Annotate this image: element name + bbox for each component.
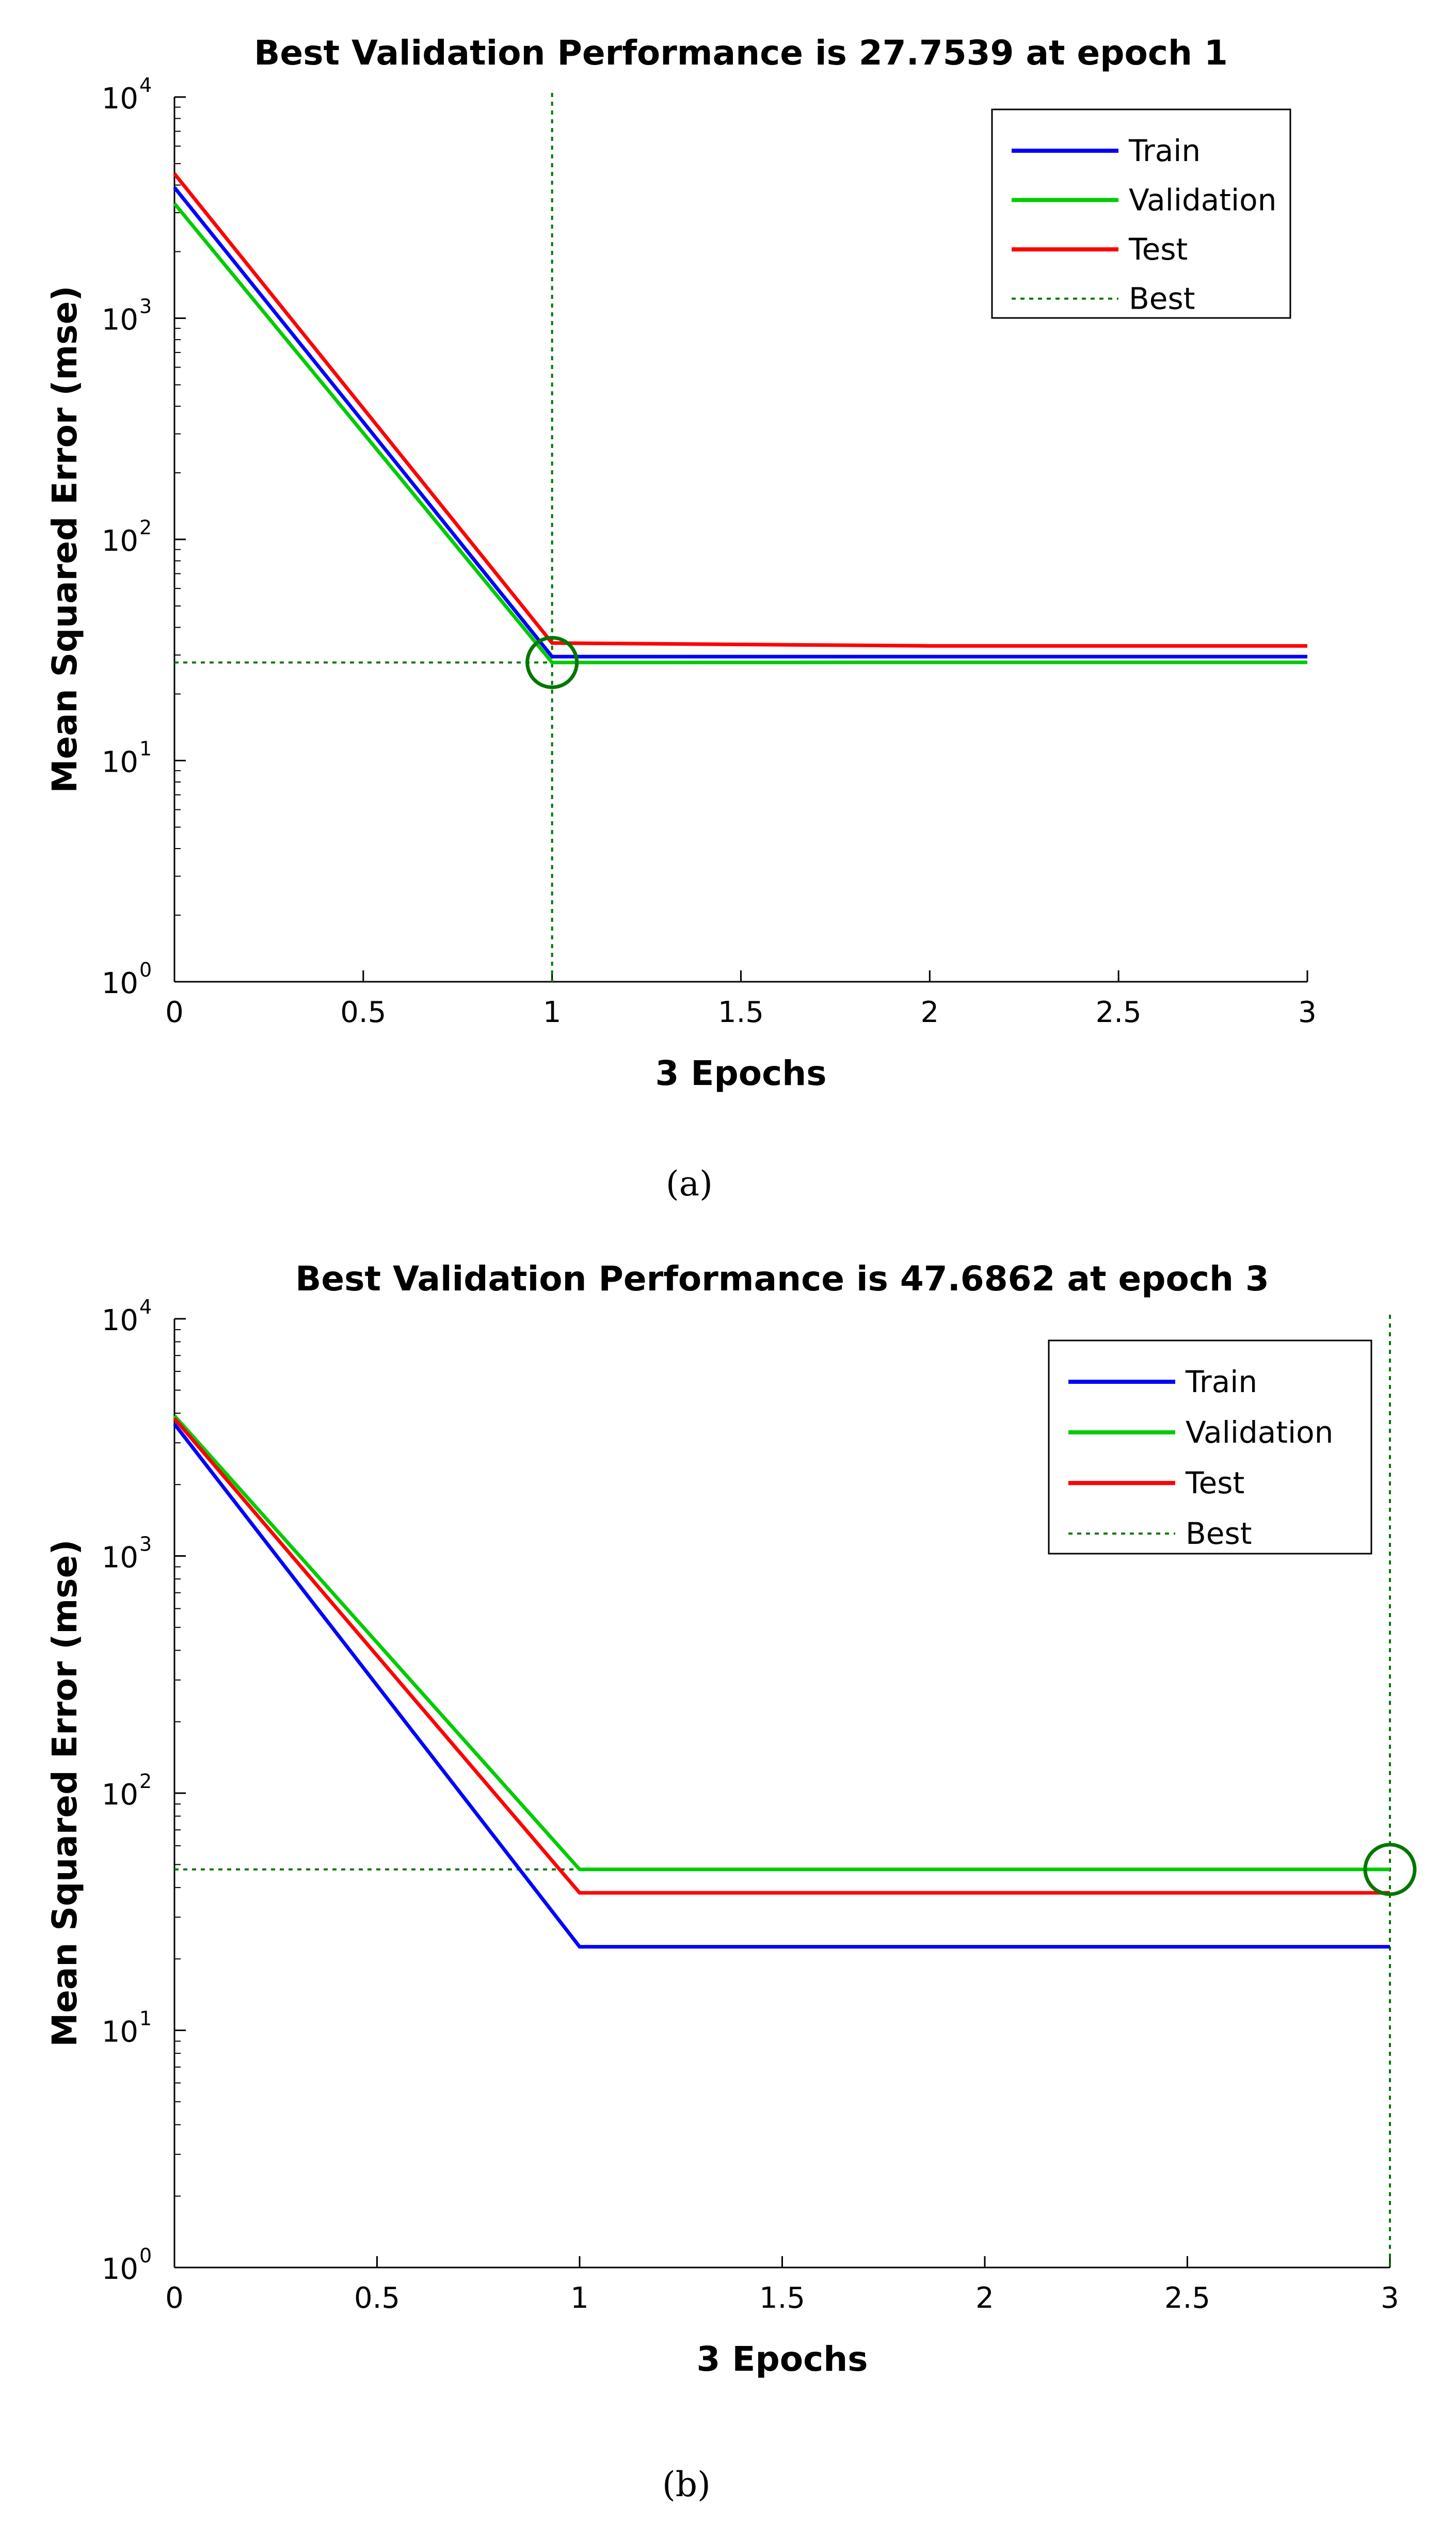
best-marker-circle bbox=[525, 636, 579, 690]
legend-label-test: Test bbox=[1128, 232, 1188, 267]
series-validation-line bbox=[173, 202, 1307, 665]
x-tick-label: 2 bbox=[975, 2281, 994, 2315]
chart-a: Best Validation Performance is 27.7539 a… bbox=[45, 33, 1317, 1093]
y-tick-exponent: 3 bbox=[139, 1533, 152, 1556]
chart-title: Best Validation Performance is 27.7539 a… bbox=[254, 33, 1228, 73]
legend-label-test: Test bbox=[1185, 1465, 1244, 1500]
y-tick-label: 10 bbox=[102, 967, 138, 1000]
y-tick-label: 10 bbox=[102, 2253, 138, 2286]
chart-panel-b: Best Validation Performance is 47.6862 a… bbox=[0, 1249, 1456, 2523]
y-tick-exponent: 4 bbox=[139, 1296, 152, 1318]
x-tick-label: 1 bbox=[570, 2281, 589, 2315]
series-train-line bbox=[173, 186, 1307, 659]
x-tick-label: 0.5 bbox=[340, 996, 386, 1029]
y-tick-label: 10 bbox=[102, 524, 138, 558]
legend-box bbox=[991, 108, 1291, 319]
y-tick-label: 10 bbox=[102, 82, 138, 116]
chart-b: Best Validation Performance is 47.6862 a… bbox=[45, 1259, 1417, 2379]
series-train-line bbox=[173, 1423, 1390, 1949]
y-tick-exponent: 0 bbox=[139, 2244, 152, 2267]
chart-panel-a: Best Validation Performance is 27.7539 a… bbox=[0, 0, 1456, 1249]
x-tick-label: 1.5 bbox=[718, 996, 764, 1029]
y-tick-exponent: 0 bbox=[139, 959, 152, 981]
x-tick-label: 1.5 bbox=[759, 2281, 805, 2315]
best-marker-circle bbox=[1363, 1843, 1417, 1896]
y-tick-label: 10 bbox=[102, 1304, 138, 1337]
x-tick-label: 2 bbox=[921, 996, 939, 1029]
y-tick-exponent: 2 bbox=[139, 1770, 152, 1793]
y-tick-label: 10 bbox=[102, 2016, 138, 2049]
y-tick-label: 10 bbox=[102, 746, 138, 779]
x-tick-label: 3 bbox=[1381, 2281, 1399, 2315]
x-tick-label: 0.5 bbox=[354, 2281, 400, 2315]
legend-label-train: Train bbox=[1185, 1364, 1257, 1399]
y-tick-exponent: 2 bbox=[139, 516, 152, 539]
chart-title: Best Validation Performance is 47.6862 a… bbox=[295, 1259, 1269, 1299]
y-axis-label: Mean Squared Error (mse) bbox=[45, 1540, 85, 2047]
x-axis-label: 3 Epochs bbox=[697, 2339, 868, 2379]
legend-box bbox=[1048, 1339, 1372, 1555]
y-axis-label: Mean Squared Error (mse) bbox=[45, 286, 85, 793]
legend-label-train: Train bbox=[1128, 133, 1201, 168]
y-tick-exponent: 1 bbox=[139, 738, 152, 760]
series-validation-line bbox=[173, 1414, 1390, 1872]
series-test-line bbox=[173, 1417, 1390, 1895]
y-tick-label: 10 bbox=[102, 1541, 138, 1575]
y-tick-exponent: 3 bbox=[139, 295, 152, 318]
legend-label-validation: Validation bbox=[1129, 183, 1276, 218]
x-tick-label: 0 bbox=[165, 996, 184, 1029]
x-tick-label: 3 bbox=[1298, 996, 1317, 1029]
y-tick-exponent: 1 bbox=[139, 2007, 152, 2030]
x-axis-label: 3 Epochs bbox=[655, 1053, 827, 1093]
legend-label-validation: Validation bbox=[1186, 1415, 1333, 1450]
x-tick-label: 2.5 bbox=[1164, 2281, 1210, 2315]
x-tick-label: 2.5 bbox=[1096, 996, 1142, 1029]
legend-label-best: Best bbox=[1186, 1516, 1252, 1551]
caption-a: (a) bbox=[666, 1164, 713, 1204]
y-tick-exponent: 4 bbox=[139, 74, 152, 97]
caption-b: (b) bbox=[662, 2465, 711, 2504]
x-tick-label: 1 bbox=[543, 996, 562, 1029]
legend-label-best: Best bbox=[1129, 281, 1195, 316]
y-tick-label: 10 bbox=[102, 1778, 138, 1812]
x-tick-label: 0 bbox=[165, 2281, 184, 2315]
series-test-line bbox=[173, 172, 1307, 648]
y-tick-label: 10 bbox=[102, 304, 138, 337]
